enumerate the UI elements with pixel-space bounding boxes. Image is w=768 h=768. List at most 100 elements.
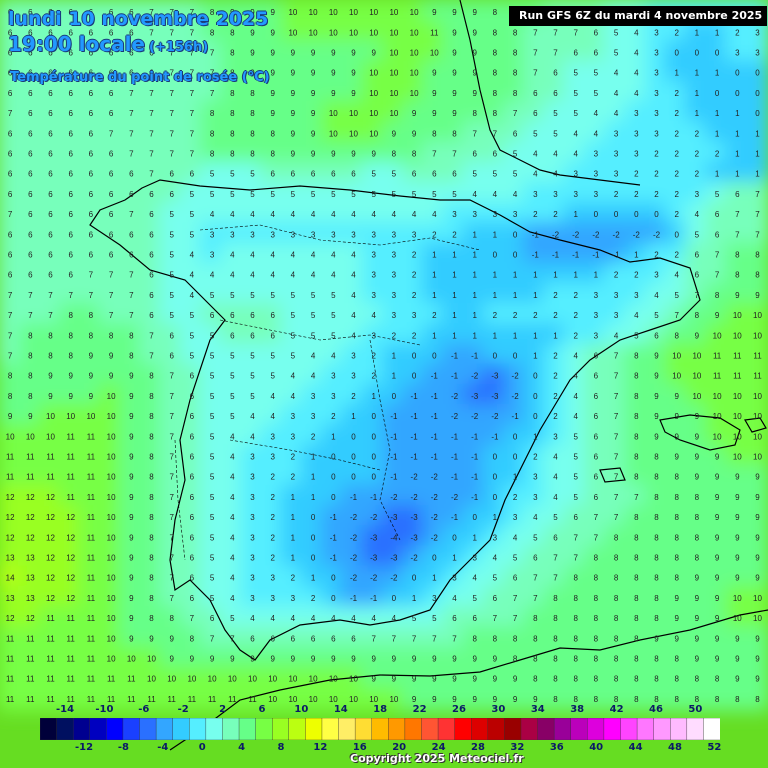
grid-value: 9: [452, 655, 457, 664]
grid-value: 6: [68, 230, 73, 239]
grid-value: 8: [230, 129, 235, 138]
grid-value: 0: [412, 372, 417, 381]
field-cell: [583, 202, 608, 227]
grid-value: 4: [594, 129, 599, 138]
grid-value: 10: [107, 412, 116, 421]
grid-value: 10: [349, 129, 358, 138]
grid-value: 8: [674, 675, 679, 684]
grid-value: 9: [331, 655, 336, 664]
grid-value: 8: [149, 432, 154, 441]
grid-value: 10: [672, 372, 681, 381]
field-cell: [684, 323, 709, 348]
grid-value: 8: [634, 473, 639, 482]
field-cell: [503, 282, 528, 307]
grid-value: 4: [291, 372, 296, 381]
legend-bar: [39, 717, 721, 741]
grid-value: 2: [533, 453, 538, 462]
grid-value: 11: [46, 695, 55, 704]
field-cell: [58, 505, 83, 530]
grid-value: 6: [68, 271, 73, 280]
grid-value: 5: [250, 352, 255, 361]
field-cell: [99, 484, 124, 509]
field-cell: [301, 80, 326, 105]
grid-value: 6: [89, 170, 94, 179]
field-cell: [583, 161, 608, 186]
grid-value: 9: [695, 634, 700, 643]
field-cell: [220, 40, 245, 65]
grid-value: 6: [190, 453, 195, 462]
field-cell: [240, 505, 265, 530]
field-cell: [179, 40, 204, 65]
grid-value: 8: [250, 109, 255, 118]
grid-value: 9: [129, 473, 134, 482]
grid-value: -1: [390, 473, 398, 482]
grid-value: 3: [614, 129, 619, 138]
grid-value: 0: [331, 453, 336, 462]
grid-value: 6: [291, 634, 296, 643]
field-cell: [220, 505, 245, 530]
grid-value: 8: [654, 533, 659, 542]
grid-value: 2: [634, 271, 639, 280]
grid-value: 4: [210, 210, 215, 219]
grid-value: 7: [169, 533, 174, 542]
grid-value: 3: [695, 190, 700, 199]
field-cell: [280, 323, 305, 348]
field-cell: [179, 545, 204, 570]
grid-value: 6: [715, 230, 720, 239]
field-cell: [523, 323, 548, 348]
grid-value: 7: [614, 493, 619, 502]
grid-value: 4: [351, 331, 356, 340]
grid-value: 10: [389, 8, 398, 17]
grid-value: -2: [512, 392, 520, 401]
field-cell: [280, 464, 305, 489]
field-cell: [159, 363, 184, 388]
grid-value: 10: [430, 49, 439, 58]
grid-value: 5: [452, 190, 457, 199]
grid-value: 6: [28, 129, 33, 138]
grid-value: 5: [230, 352, 235, 361]
field-cell: [705, 121, 730, 146]
grid-value: 8: [493, 69, 498, 78]
field-cell: [482, 606, 507, 631]
legend-label: 10: [294, 704, 309, 715]
field-cell: [543, 141, 568, 166]
grid-value: 7: [553, 28, 558, 37]
grid-value: 9: [311, 129, 316, 138]
grid-value: 11: [46, 634, 55, 643]
field-cell: [664, 525, 689, 550]
field-cell: [301, 40, 326, 65]
grid-value: 5: [674, 291, 679, 300]
field-cell: [301, 505, 326, 530]
grid-value: 11: [188, 695, 197, 704]
grid-value: -2: [431, 493, 439, 502]
grid-value: 2: [270, 493, 275, 502]
field-cell: [78, 202, 103, 227]
field-cell: [38, 585, 63, 610]
field-cell: [745, 161, 768, 186]
grid-value: 4: [513, 190, 518, 199]
grid-value: 9: [493, 695, 498, 704]
grid-value: 11: [6, 453, 15, 462]
field-cell: [624, 181, 649, 206]
grid-value: 4: [230, 271, 235, 280]
grid-value: 6: [291, 170, 296, 179]
field-cell: [260, 484, 285, 509]
grid-value: 3: [250, 453, 255, 462]
grid-value: 11: [753, 352, 762, 361]
grid-value: 6: [68, 210, 73, 219]
grid-value: 8: [472, 634, 477, 643]
field-cell: [301, 565, 326, 590]
grid-value: 7: [89, 291, 94, 300]
grid-value: 9: [432, 8, 437, 17]
field-cell: [200, 80, 225, 105]
grid-value: 1: [715, 69, 720, 78]
grid-value: 9: [351, 655, 356, 664]
grid-value: 6: [270, 170, 275, 179]
field-cell: [301, 545, 326, 570]
field-cell: [99, 80, 124, 105]
grid-value: -1: [512, 412, 520, 421]
grid-value: 3: [513, 513, 518, 522]
grid-value: 10: [167, 675, 176, 684]
grid-value: 2: [513, 493, 518, 502]
grid-value: 6: [149, 190, 154, 199]
